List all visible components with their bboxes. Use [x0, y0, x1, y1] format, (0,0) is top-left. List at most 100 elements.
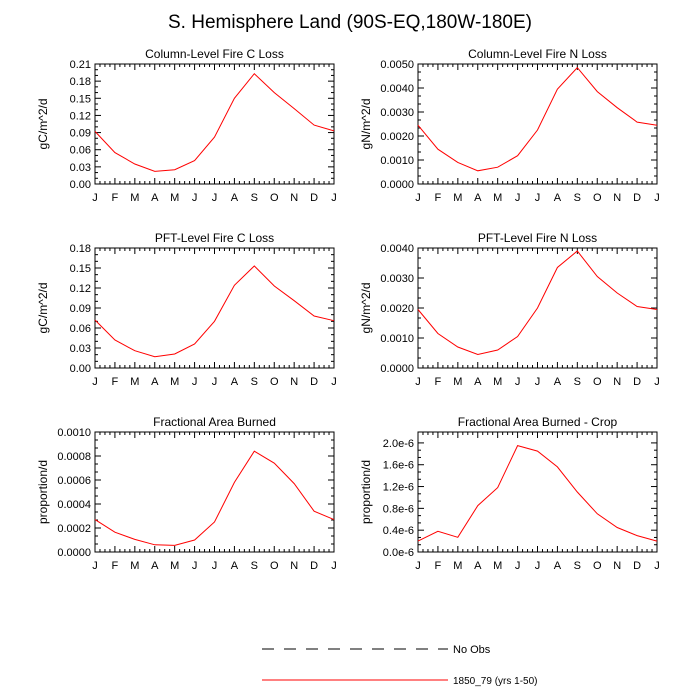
x-tick-label: F: [435, 192, 442, 204]
x-tick-label: J: [415, 192, 421, 204]
x-tick-label: D: [310, 192, 318, 204]
x-tick-label: F: [435, 560, 442, 572]
y-tick-label: 0.06: [70, 145, 91, 157]
y-tick-label: 0.0040: [380, 83, 414, 95]
x-tick-label: D: [633, 560, 641, 572]
y-axis-label: proportion/d: [359, 460, 373, 524]
x-tick-label: A: [554, 376, 562, 388]
y-tick-label: 0.0004: [57, 499, 91, 511]
y-axis-label: gC/m^2/d: [36, 283, 50, 334]
y-tick-label: 0.0002: [57, 523, 91, 535]
x-tick-label: A: [151, 192, 159, 204]
plot-frame: [94, 247, 335, 369]
x-tick-label: D: [633, 376, 641, 388]
x-tick-label: A: [554, 192, 562, 204]
y-tick-label: 0.0010: [380, 155, 414, 167]
y-tick-label: 0.0050: [380, 59, 414, 71]
x-tick-label: A: [231, 376, 239, 388]
y-tick-label: 0.4e-6: [383, 525, 414, 537]
x-tick-label: J: [192, 376, 198, 388]
x-tick-label: N: [290, 376, 298, 388]
x-tick-label: F: [112, 376, 119, 388]
x-tick-label: M: [130, 192, 139, 204]
x-tick-label: J: [654, 192, 660, 204]
x-tick-label: J: [192, 192, 198, 204]
x-tick-label: N: [290, 192, 298, 204]
x-tick-label: A: [554, 560, 562, 572]
x-tick-label: J: [415, 376, 421, 388]
y-tick-label: 0.0010: [380, 333, 414, 345]
x-tick-label: J: [212, 192, 218, 204]
series-line-1850-79: [94, 72, 335, 172]
y-tick-label: 0.0000: [57, 547, 91, 559]
x-tick-label: O: [593, 560, 602, 572]
y-axis-label: proportion/d: [36, 460, 50, 524]
x-tick-label: M: [493, 560, 502, 572]
y-tick-label: 2.0e-6: [383, 438, 414, 450]
x-tick-label: J: [415, 560, 421, 572]
panel-title: Fractional Area Burned: [153, 415, 276, 429]
y-tick-label: 0.15: [70, 93, 91, 105]
x-tick-label: S: [574, 560, 581, 572]
x-tick-label: J: [92, 376, 98, 388]
x-tick-label: J: [515, 560, 521, 572]
legend-label-no-obs: No Obs: [453, 644, 491, 656]
x-tick-label: D: [633, 192, 641, 204]
x-tick-label: J: [535, 376, 541, 388]
x-tick-label: D: [310, 376, 318, 388]
x-tick-label: M: [170, 192, 179, 204]
y-tick-label: 0.0030: [380, 107, 414, 119]
x-tick-label: S: [251, 560, 258, 572]
x-tick-label: J: [331, 192, 337, 204]
plot-frame: [417, 63, 658, 185]
x-tick-label: A: [474, 192, 482, 204]
panel-title: Column-Level Fire C Loss: [145, 47, 284, 61]
x-tick-label: J: [515, 192, 521, 204]
x-tick-label: N: [613, 560, 621, 572]
series-line-1850-79: [417, 445, 658, 542]
x-tick-label: M: [453, 192, 462, 204]
x-tick-label: M: [170, 376, 179, 388]
chart-panel-6: Fractional Area Burned - Crop proportion/…: [359, 415, 660, 572]
legend-label-1850-79: 1850_79 (yrs 1-50): [453, 676, 538, 687]
y-tick-label: 0.12: [70, 283, 91, 295]
y-tick-label: 0.0000: [380, 179, 414, 191]
y-tick-label: 0.09: [70, 128, 91, 140]
panel-title: Fractional Area Burned - Crop: [458, 415, 618, 429]
series-line-1850-79: [94, 450, 335, 546]
x-tick-label: N: [290, 560, 298, 572]
x-tick-label: M: [493, 192, 502, 204]
x-tick-label: O: [270, 192, 279, 204]
y-tick-label: 0.03: [70, 343, 91, 355]
x-tick-label: J: [92, 192, 98, 204]
series-line-1850-79: [417, 66, 658, 172]
x-tick-label: J: [212, 560, 218, 572]
x-tick-label: A: [231, 192, 239, 204]
x-tick-label: J: [654, 560, 660, 572]
panel-title: PFT-Level Fire N Loss: [478, 231, 597, 245]
x-tick-label: O: [270, 376, 279, 388]
series-line-1850-79: [417, 250, 658, 356]
x-tick-label: A: [151, 560, 159, 572]
plot-frame: [417, 431, 658, 553]
x-tick-label: N: [613, 192, 621, 204]
series-line-1850-79: [94, 265, 335, 358]
x-tick-label: M: [130, 560, 139, 572]
y-tick-label: 0.0000: [380, 363, 414, 375]
panel-title: Column-Level Fire N Loss: [468, 47, 607, 61]
y-tick-label: 0.0030: [380, 273, 414, 285]
x-tick-label: J: [212, 376, 218, 388]
x-tick-label: N: [613, 376, 621, 388]
x-tick-label: M: [453, 560, 462, 572]
x-tick-label: J: [331, 376, 337, 388]
y-tick-label: 0.0006: [57, 475, 91, 487]
x-tick-label: J: [331, 560, 337, 572]
x-tick-label: A: [231, 560, 239, 572]
x-tick-label: A: [151, 376, 159, 388]
y-tick-label: 1.2e-6: [383, 482, 414, 494]
x-tick-label: D: [310, 560, 318, 572]
